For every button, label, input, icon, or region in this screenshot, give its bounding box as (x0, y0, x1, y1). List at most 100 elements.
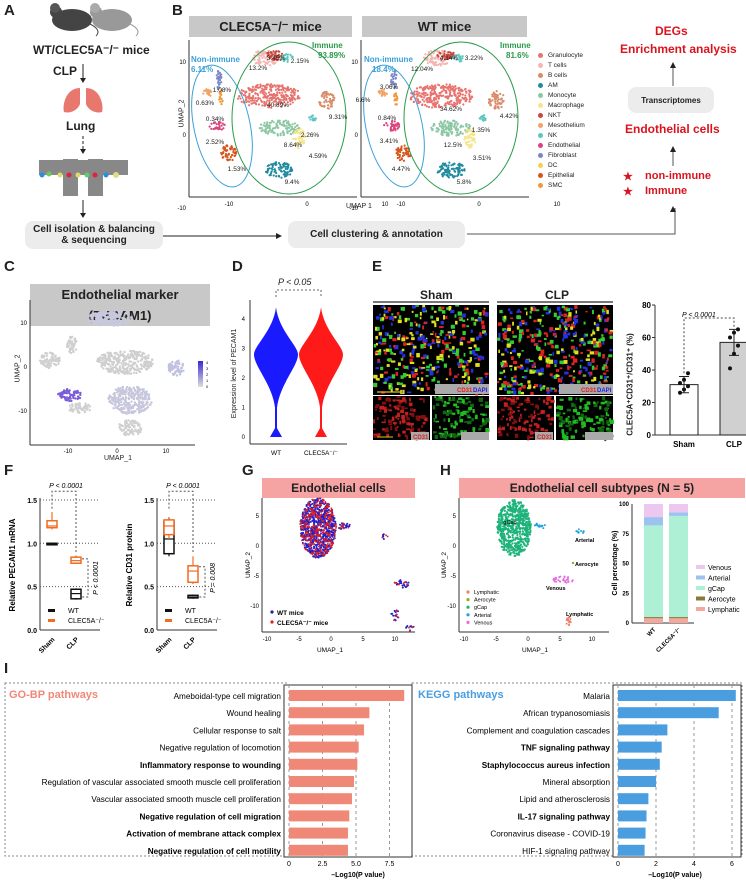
cell-point (290, 95, 294, 98)
cell-point (298, 97, 301, 100)
cell-point (273, 126, 276, 130)
cell-cluster (218, 89, 224, 106)
cell-point (240, 100, 243, 103)
cell-point (263, 102, 266, 105)
workflow-diagram (39, 3, 676, 239)
cell-point (255, 51, 258, 54)
cell-point (282, 95, 285, 98)
cell-point (277, 102, 280, 106)
cell-point (205, 90, 208, 93)
cell-point (280, 101, 283, 105)
cell-point (286, 55, 289, 58)
cell-point (253, 88, 256, 91)
cell-point (220, 81, 223, 84)
cell-point (293, 128, 296, 131)
cell-point (277, 50, 280, 53)
cell-point (296, 89, 300, 93)
cell-point (259, 61, 262, 64)
cell-point (251, 85, 255, 88)
cell-point (274, 51, 277, 54)
panel-label-d: D (232, 258, 243, 275)
cell-point (261, 56, 264, 60)
cell-point (273, 94, 277, 97)
cell-point (202, 92, 205, 95)
cell-point (284, 104, 287, 107)
cell-point (277, 126, 280, 129)
cell-point (326, 92, 329, 95)
cell-point (266, 61, 269, 64)
cell-point (217, 75, 221, 78)
cell-point (281, 86, 284, 89)
cell-point (329, 101, 332, 104)
panel-label-g: G (242, 462, 254, 479)
cell-point (266, 124, 269, 127)
cell-point (278, 84, 281, 87)
cell-point (286, 132, 289, 135)
cell-point (264, 131, 267, 134)
cell-point (267, 104, 270, 107)
cell-point (276, 54, 279, 58)
cell-point (284, 87, 287, 90)
cell-point (220, 102, 223, 106)
cell-point (285, 127, 288, 130)
cell-point (259, 127, 262, 130)
cell-point (262, 55, 266, 58)
cell-point (285, 124, 288, 127)
cell-point (280, 52, 284, 55)
cell-point (217, 70, 220, 73)
cell-point (239, 97, 242, 100)
cell-point (217, 83, 221, 86)
cell-point (257, 50, 260, 53)
cell-point (324, 99, 327, 102)
cell-point (256, 83, 259, 87)
panel-label-b: B (172, 2, 183, 19)
cell-point (273, 131, 276, 135)
cell-point (207, 93, 210, 96)
cell-point (282, 133, 286, 136)
cell-point (331, 93, 334, 97)
cell-point (253, 58, 256, 61)
panel-label-h: H (440, 462, 451, 479)
cell-point (323, 104, 326, 108)
cell-point (280, 88, 283, 91)
cell-point (264, 124, 267, 127)
cell-point (262, 51, 265, 54)
cell-point (218, 71, 221, 74)
cell-point (254, 85, 257, 89)
cell-point (283, 100, 286, 104)
cell-point (267, 49, 270, 52)
cell-point (256, 98, 260, 101)
cell-point (245, 101, 248, 104)
cell-cluster (236, 83, 301, 109)
cell-point (263, 100, 266, 103)
cell-point (278, 91, 281, 94)
cell-point (263, 60, 266, 63)
cell-point (276, 134, 280, 137)
cell-point (267, 53, 270, 56)
cell-point (266, 94, 270, 98)
cell-point (265, 101, 268, 104)
cell-point (263, 121, 266, 124)
cell-point (221, 99, 224, 102)
cell-point (320, 95, 324, 98)
cell-point (321, 93, 324, 96)
cell-point (264, 96, 267, 99)
cell-point (260, 99, 263, 102)
cell-point (280, 95, 284, 99)
cell-point (263, 85, 266, 88)
cell-point (267, 130, 270, 133)
cell-point (216, 86, 219, 89)
cell-point (293, 97, 296, 100)
cell-point (248, 104, 251, 107)
cell-point (270, 98, 273, 102)
cell-point (269, 64, 272, 67)
cell-point (269, 50, 273, 54)
cell-point (271, 61, 275, 64)
cell-point (248, 92, 251, 95)
cell-point (277, 98, 281, 101)
cell-point (289, 124, 292, 127)
cell-point (208, 91, 211, 94)
cell-point (274, 61, 277, 64)
cell-point (264, 63, 267, 66)
cell-point (271, 119, 274, 122)
